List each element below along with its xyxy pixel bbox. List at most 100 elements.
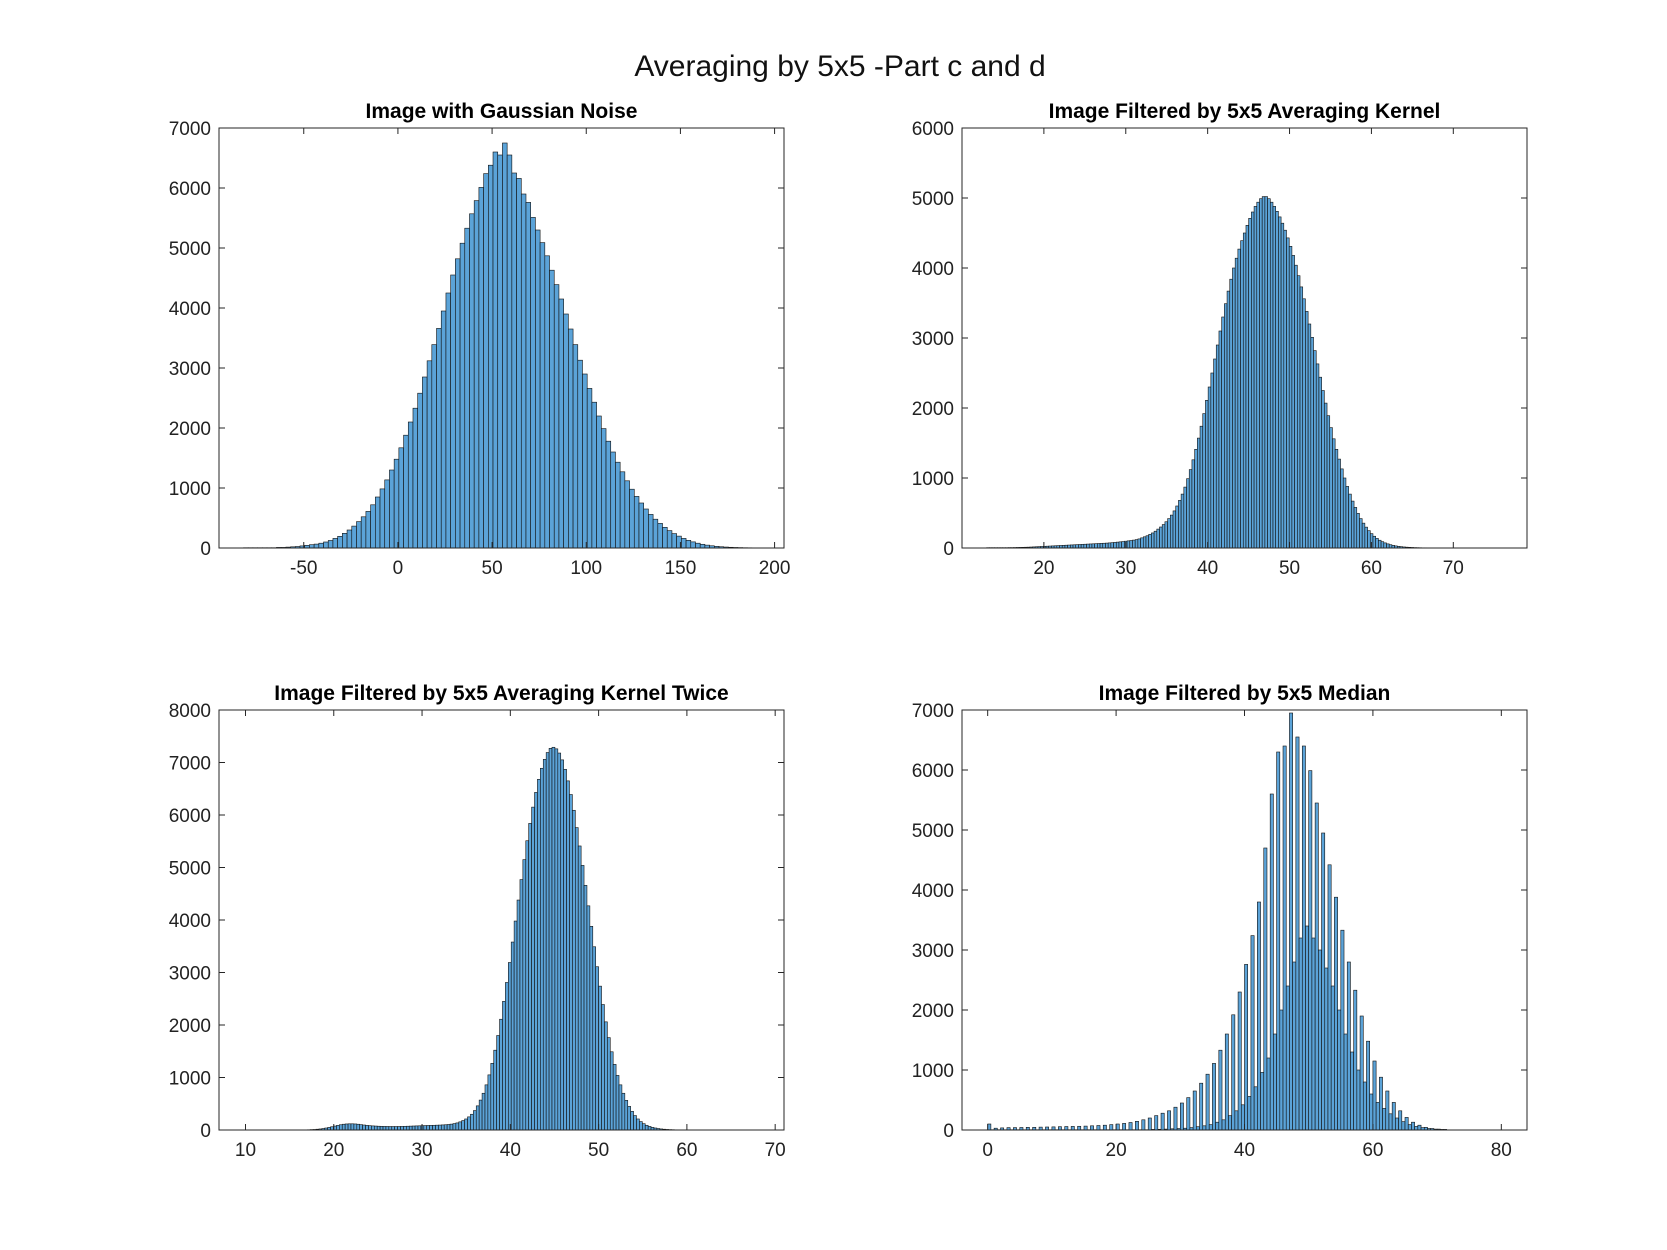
- histogram-bar: [1242, 232, 1247, 549]
- x-tick-label: 80: [1491, 1140, 1512, 1161]
- histogram-bar: [633, 496, 640, 549]
- histogram-bar: [1147, 1117, 1152, 1131]
- histogram-bar: [558, 298, 564, 549]
- histogram-bar: [1273, 1033, 1277, 1131]
- y-tick-label: 1000: [169, 479, 211, 500]
- histogram-bar: [365, 511, 371, 549]
- y-tick-label: 4000: [912, 259, 954, 280]
- x-tick-label: 40: [1197, 558, 1218, 579]
- histogram-bar: [1340, 468, 1344, 549]
- histogram-bar: [1247, 1096, 1252, 1131]
- y-tick-label: 2000: [169, 419, 211, 440]
- histogram-bar: [695, 542, 701, 549]
- histogram-bar: [1167, 518, 1171, 549]
- histogram-bar: [595, 966, 599, 1131]
- histogram-bar: [1109, 1124, 1114, 1131]
- histogram-bar: [610, 451, 616, 549]
- histogram-bar: [511, 172, 517, 549]
- histogram-bar: [1298, 937, 1303, 1131]
- histogram-bar: [455, 258, 461, 549]
- histogram-bar: [1337, 1009, 1342, 1131]
- x-tick-label: 0: [982, 1140, 993, 1161]
- histogram-bar: [1318, 949, 1322, 1131]
- histogram-bar: [422, 376, 428, 549]
- histogram-bar: [1207, 386, 1212, 549]
- histogram-bar: [475, 1105, 480, 1131]
- histogram-bar: [1356, 1069, 1361, 1131]
- histogram-bar: [1353, 989, 1358, 1131]
- y-tick-label: 7000: [169, 119, 211, 140]
- histogram-bar: [1364, 526, 1368, 549]
- histogram-bar: [417, 1125, 422, 1131]
- histogram-bar: [1229, 278, 1233, 549]
- histogram-bar: [449, 1123, 454, 1131]
- histogram-bar: [423, 1125, 428, 1131]
- histogram-bar: [1126, 540, 1131, 549]
- histogram-bar: [1212, 1063, 1216, 1131]
- histogram-bar: [1334, 448, 1339, 549]
- x-tick-label: 20: [1106, 1140, 1127, 1161]
- histogram-bar: [615, 461, 621, 549]
- histogram-bar: [1186, 1097, 1191, 1131]
- histogram-bar: [1097, 543, 1101, 549]
- histogram-bar: [1391, 1102, 1396, 1131]
- histogram-bar: [327, 540, 334, 549]
- histogram-bar: [502, 142, 508, 549]
- histogram-bar: [1332, 438, 1336, 549]
- y-tick-label: 6000: [912, 761, 954, 782]
- histogram-bar: [583, 885, 588, 1131]
- histogram-bar: [375, 496, 381, 549]
- histogram-bar: [1259, 198, 1263, 549]
- histogram-bar: [589, 925, 594, 1131]
- histogram-bar: [540, 767, 544, 1131]
- histogram-bar: [505, 982, 509, 1131]
- histogram-bar: [371, 1125, 375, 1131]
- x-tick-label: 40: [1234, 1140, 1255, 1161]
- subplot-title: Image Filtered by 5x5 Averaging Kernel T…: [274, 682, 728, 705]
- histogram-bar: [1330, 985, 1335, 1131]
- histogram-bar: [1256, 201, 1260, 549]
- histogram-bar: [1180, 493, 1185, 549]
- histogram-bar: [1310, 336, 1314, 549]
- histogram-bar: [389, 469, 395, 549]
- histogram-bar: [619, 471, 626, 549]
- histogram-bar: [1180, 1102, 1184, 1131]
- histogram-bar: [1141, 1119, 1146, 1131]
- histogram-bar: [630, 1111, 634, 1131]
- histogram-bar: [1267, 198, 1271, 549]
- histogram-bar: [467, 1116, 471, 1131]
- histogram-bar: [627, 1106, 631, 1131]
- figure-title: Averaging by 5x5 -Part c and d: [634, 50, 1045, 83]
- histogram-bar: [1102, 542, 1106, 549]
- y-tick-label: 2000: [912, 399, 954, 420]
- histogram-bar: [601, 1004, 605, 1131]
- histogram-bar: [1078, 544, 1082, 549]
- histogram-bar: [591, 401, 597, 549]
- histogram-bar: [373, 1125, 378, 1131]
- histogram-bar: [519, 879, 524, 1131]
- histogram-bar: [359, 1124, 363, 1131]
- histogram-bar: [347, 1123, 352, 1131]
- histogram-bar: [624, 1100, 629, 1131]
- histogram-bar: [452, 1123, 457, 1131]
- histogram-bar: [1337, 458, 1341, 549]
- histogram-bar: [1263, 847, 1268, 1131]
- histogram-bar: [516, 178, 522, 549]
- histogram-bar: [572, 809, 576, 1131]
- histogram-bar: [1327, 864, 1332, 1131]
- histogram-bar: [1314, 802, 1319, 1131]
- histogram-bar: [407, 421, 414, 549]
- histogram-bar: [574, 827, 579, 1131]
- histogram-bar: [1315, 363, 1320, 549]
- histogram-bar: [577, 845, 582, 1131]
- histogram-bar: [1083, 543, 1087, 549]
- histogram-bar: [411, 1125, 416, 1131]
- histogram-bar: [554, 748, 559, 1131]
- y-tick-label: 2000: [169, 1016, 211, 1037]
- histogram-bar: [356, 521, 362, 549]
- histogram-bar: [403, 1126, 407, 1131]
- histogram-bar: [1283, 229, 1287, 549]
- histogram-bar: [1414, 1126, 1419, 1131]
- histogram-bar: [342, 532, 348, 549]
- histogram-bar: [1161, 524, 1166, 549]
